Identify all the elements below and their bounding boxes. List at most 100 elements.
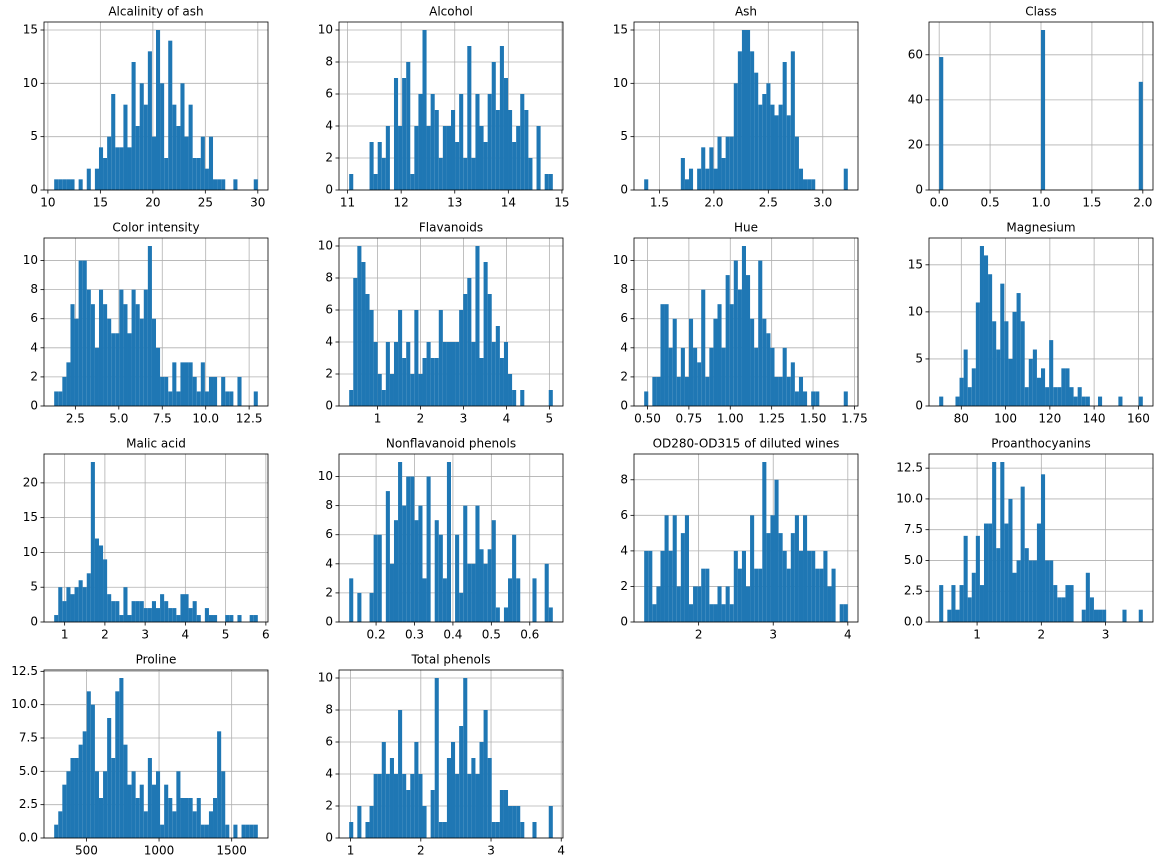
- bar: [1000, 462, 1005, 622]
- bar: [487, 758, 492, 838]
- bar: [381, 390, 386, 406]
- bar: [451, 742, 456, 838]
- bar: [499, 790, 504, 838]
- bar: [107, 136, 112, 190]
- y-tick-label: 60: [908, 47, 923, 61]
- bar: [164, 158, 169, 190]
- bar: [164, 376, 169, 406]
- bar: [455, 774, 460, 838]
- bar: [213, 376, 218, 406]
- bar: [442, 822, 447, 838]
- bar: [705, 568, 710, 622]
- bar: [123, 587, 128, 622]
- bar: [143, 811, 148, 838]
- bar: [741, 30, 746, 190]
- bar: [483, 563, 488, 622]
- bar: [790, 362, 795, 406]
- bar: [1004, 523, 1009, 622]
- bar: [103, 304, 108, 406]
- bar: [1028, 560, 1033, 622]
- bar: [418, 94, 423, 190]
- bar: [143, 104, 148, 190]
- bar: [349, 174, 354, 190]
- bar: [253, 179, 258, 190]
- bar: [512, 534, 517, 622]
- x-tick-label: 2.0: [704, 196, 723, 210]
- bar: [676, 586, 681, 622]
- bar: [459, 94, 464, 190]
- bar: [782, 347, 787, 406]
- bar: [70, 758, 75, 838]
- bar: [143, 289, 148, 406]
- chart-title: Proanthocyanins: [991, 437, 1091, 451]
- bar: [414, 126, 419, 190]
- bar: [168, 40, 173, 190]
- bar: [495, 607, 500, 622]
- bar: [369, 142, 374, 190]
- bar: [688, 168, 694, 190]
- bar: [979, 246, 984, 406]
- bar: [839, 604, 844, 622]
- y-tick-label: 6: [30, 311, 38, 325]
- bar: [491, 822, 496, 838]
- bar: [200, 136, 205, 190]
- y-tick-label: 15: [23, 23, 38, 37]
- bar: [176, 615, 181, 622]
- bar: [733, 550, 738, 622]
- y-tick-label: 4: [620, 340, 628, 354]
- bar: [200, 362, 205, 406]
- bar: [499, 358, 504, 406]
- bar: [418, 374, 423, 406]
- x-tick-label: 13: [447, 196, 462, 210]
- bar: [349, 578, 354, 622]
- y-tick-label: 5: [620, 129, 628, 143]
- bar: [762, 318, 767, 406]
- bar: [786, 376, 791, 406]
- bar: [204, 608, 209, 622]
- bar: [398, 462, 403, 622]
- bar: [446, 126, 451, 190]
- bar: [62, 601, 67, 622]
- y-tick-label: 10.0: [896, 491, 923, 505]
- bar: [983, 255, 989, 406]
- bar: [697, 362, 702, 406]
- bar: [373, 774, 378, 838]
- bar: [151, 784, 156, 838]
- bar: [811, 179, 816, 190]
- bar: [98, 798, 104, 838]
- y-tick-label: 0.0: [904, 615, 923, 629]
- bar: [135, 601, 140, 622]
- bar: [782, 62, 787, 190]
- y-tick-label: 7.5: [904, 522, 923, 536]
- bar: [188, 104, 193, 190]
- bar: [807, 179, 812, 190]
- bar: [721, 604, 726, 622]
- bar: [774, 115, 779, 190]
- bar: [221, 771, 226, 838]
- bar: [548, 390, 553, 406]
- bar: [446, 462, 451, 622]
- y-tick-label: 5: [30, 129, 38, 143]
- bar: [139, 83, 144, 190]
- y-tick-label: 4: [325, 556, 333, 570]
- bar: [86, 289, 91, 406]
- chart-title: OD280-OD315 of diluted wines: [653, 437, 840, 451]
- bar: [713, 604, 718, 622]
- bar: [939, 396, 944, 406]
- x-tick-label: 0.5: [482, 628, 501, 642]
- bar: [463, 505, 468, 622]
- bar: [119, 678, 124, 838]
- y-tick-label: 10: [23, 253, 38, 267]
- bar: [438, 534, 443, 622]
- bar: [414, 742, 419, 838]
- bar: [86, 168, 91, 190]
- bar: [988, 274, 993, 406]
- bar: [701, 568, 706, 622]
- bar: [426, 476, 431, 622]
- x-tick-label: 80: [954, 412, 969, 426]
- bar: [778, 376, 783, 406]
- bar: [225, 824, 230, 838]
- bar: [357, 592, 362, 622]
- bar: [516, 126, 521, 190]
- bar: [644, 391, 649, 406]
